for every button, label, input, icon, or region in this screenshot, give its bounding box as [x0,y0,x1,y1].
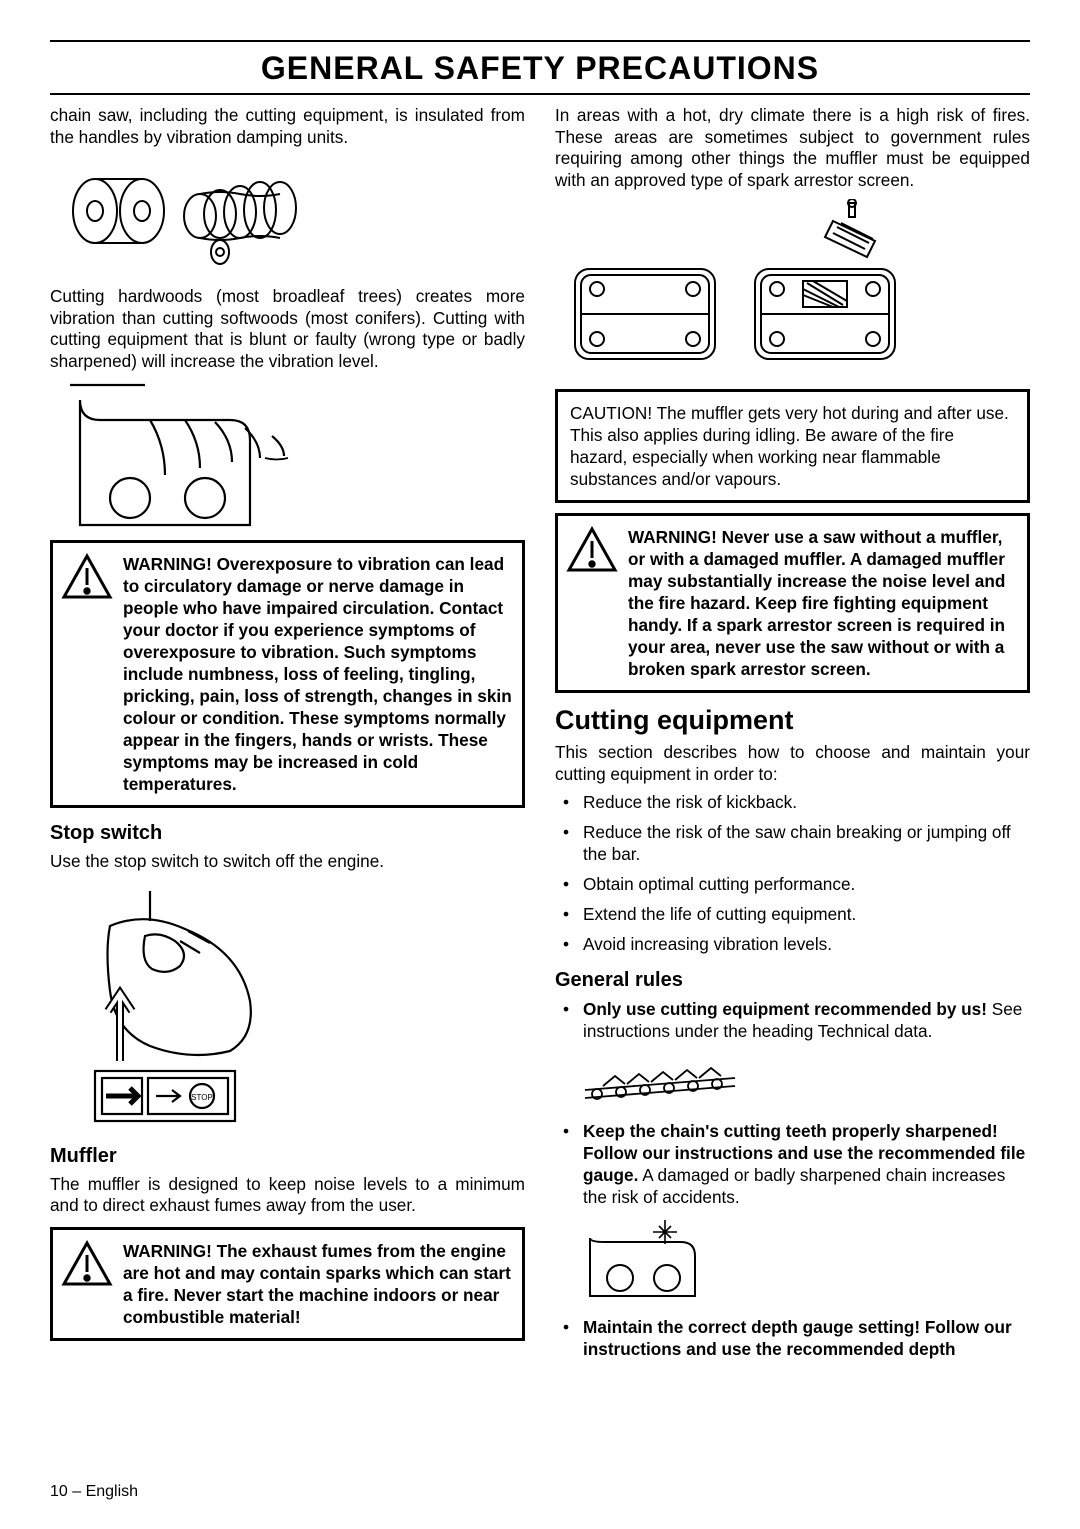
left-para-1: chain saw, including the cutting equipme… [50,105,525,148]
list-item: Keep the chain's cutting teeth properly … [555,1120,1030,1306]
svg-text:STOP: STOP [191,1093,213,1102]
stop-switch-illustration: STOP [50,881,525,1131]
rule-bold-text: Only use cutting equipment recommended b… [583,999,987,1019]
page-title: GENERAL SAFETY PRECAUTIONS [50,50,1030,87]
stop-switch-heading: Stop switch [50,822,525,845]
exhaust-warning-text: WARNING! The exhaust fumes from the engi… [123,1240,512,1328]
warning-triangle-icon [61,1240,113,1288]
general-rules-list: Only use cutting equipment recommended b… [555,998,1030,1360]
two-column-layout: chain saw, including the cutting equipme… [50,105,1030,1368]
list-item: Only use cutting equipment recommended b… [555,998,1030,1110]
list-item: Extend the life of cutting equipment. [555,903,1030,925]
list-item: Reduce the risk of the saw chain breakin… [555,821,1030,865]
muffler-caution-box: CAUTION! The muffler gets very hot durin… [555,389,1030,503]
warning-triangle-icon [61,553,113,601]
muffler-warning-box: WARNING! Never use a saw without a muffl… [555,513,1030,693]
muffler-warning-text: WARNING! Never use a saw without a muffl… [628,526,1017,680]
rule-bold-text: Maintain the correct depth gauge setting… [583,1317,1012,1359]
general-rules-heading: General rules [555,969,1030,992]
top-rule [50,40,1030,42]
cutting-equipment-heading: Cutting equipment [555,705,1030,736]
warning-triangle-icon [566,526,618,574]
bottom-rule [50,93,1030,95]
vibration-warning-text: WARNING! Overexposure to vibration can l… [123,553,512,795]
left-column: chain saw, including the cutting equipme… [50,105,525,1368]
damping-units-illustration [50,156,525,276]
list-item: Obtain optimal cutting performance. [555,873,1030,895]
page-footer: 10 – English [50,1483,138,1501]
right-para-1: In areas with a hot, dry climate there i… [555,105,1030,191]
muffler-heading: Muffler [50,1145,525,1168]
exhaust-warning-box: WARNING! The exhaust fumes from the engi… [50,1227,525,1341]
chain-tooth-spark-illustration [575,1216,1030,1306]
chain-illustration [575,1050,1030,1110]
muffler-assembly-illustration [555,199,1030,379]
stop-switch-paragraph: Use the stop switch to switch off the en… [50,851,525,873]
rule-rest-text: A damaged or badly sharpened chain incre… [583,1165,1005,1207]
left-para-2: Cutting hardwoods (most broadleaf trees)… [50,286,525,372]
list-item: Avoid increasing vibration levels. [555,933,1030,955]
cutting-equipment-paragraph: This section describes how to choose and… [555,742,1030,785]
list-item: Maintain the correct depth gauge setting… [555,1316,1030,1360]
list-item: Reduce the risk of kickback. [555,791,1030,813]
vibration-warning-box: WARNING! Overexposure to vibration can l… [50,540,525,808]
muffler-paragraph: The muffler is designed to keep noise le… [50,1174,525,1217]
cutting-goals-list: Reduce the risk of kickback. Reduce the … [555,791,1030,955]
right-column: In areas with a hot, dry climate there i… [555,105,1030,1368]
chain-link-illustration [50,380,525,530]
